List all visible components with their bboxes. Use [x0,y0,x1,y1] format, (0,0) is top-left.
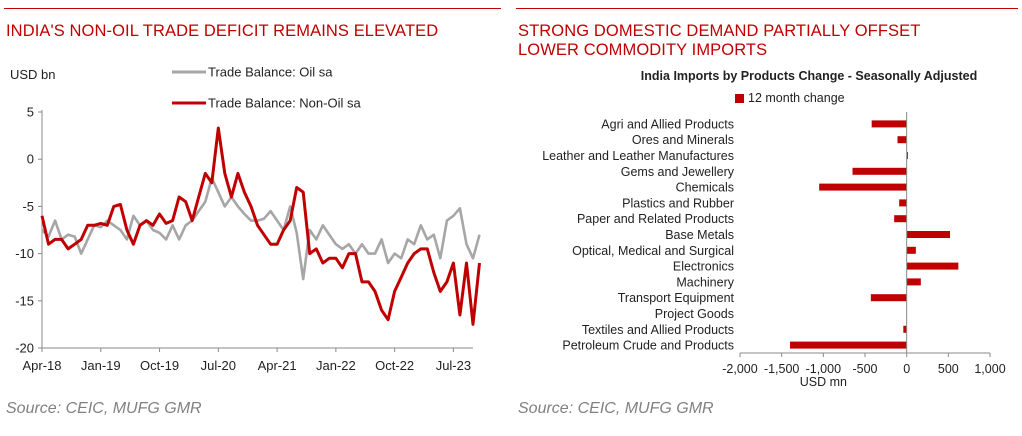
top-rule [4,8,501,9]
x-tick-label: -1,000 [806,362,841,376]
x-tick-label: -500 [852,362,877,376]
y-tick-label: -20 [15,341,34,356]
bar [899,199,907,207]
y-tick-label: -5 [22,199,34,214]
bar [790,341,907,349]
category-label: Agri and Allied Products [601,117,734,131]
imports-change-bar-chart: India Imports by Products Change - Seaso… [542,69,1005,389]
y-tick-label: 0 [27,152,34,167]
category-label: Transport Equipment [618,291,735,305]
bar [870,294,907,302]
y-axis-label: USD bn [10,67,56,82]
x-tick-label: -1,500 [764,362,799,376]
chart-title: India Imports by Products Change - Seaso… [641,69,977,83]
x-tick-label: 1,000 [974,362,1005,376]
bar [897,136,907,144]
category-label: Electronics [673,260,734,274]
x-tick-label: Apr-21 [258,358,297,373]
left-source-note: Source: CEIC, MUFG GMR [6,400,202,417]
bar [906,231,950,238]
x-tick-label: Jan-22 [316,358,356,373]
y-tick-label: -10 [15,246,34,261]
category-label: Ores and Minerals [632,133,734,147]
category-label: Textiles and Allied Products [582,323,734,337]
x-tick-label: Jan-19 [81,358,121,373]
category-label: Gems and Jewellery [621,165,735,179]
category-label: Petroleum Crude and Products [562,339,734,353]
bar [871,120,907,128]
series-line [41,176,481,281]
x-tick-label: 0 [903,362,910,376]
trade-balance-line-chart: USD bn 5 0 -5 -10 -15 -20 Apr-18 Jan-19 Oct-19 Jul… [10,65,481,373]
legend-label: Trade Balance: Oil sa [208,65,333,80]
right-panel-title-line1: STRONG DOMESTIC DEMAND PARTIALLY OFFSET [518,22,921,40]
category-label: Chemicals [676,181,734,195]
x-tick-label: Oct-19 [140,358,179,373]
category-label: Project Goods [655,307,734,321]
bar [906,278,921,286]
bar [819,183,907,191]
x-tick-label: Jul-23 [436,358,471,373]
x-tick-label: -2,000 [722,362,757,376]
category-label: Optical, Medical and Surgical [572,244,734,258]
bar [852,167,907,175]
category-label: Leather and Leather Manufactures [542,149,734,163]
category-label: Paper and Related Products [577,212,734,226]
series-line [40,126,481,326]
legend-label: Trade Balance: Non-Oil sa [208,96,361,111]
bar [903,325,907,333]
x-axis-label: USD mn [800,375,847,389]
x-tick-label: 500 [938,362,959,376]
legend-swatch [735,94,744,103]
top-rule [516,8,1018,9]
bar [894,215,907,223]
y-tick-label: -15 [15,293,34,308]
right-panel-title: STRONG DOMESTIC DEMAND PARTIALLY OFFSET … [518,22,1008,60]
y-tick-label: 5 [27,105,34,120]
x-tick-label: Apr-18 [22,358,61,373]
legend-label: 12 month change [748,91,845,105]
left-panel: INDIA'S NON-OIL TRADE DEFICIT REMAINS EL… [0,0,505,436]
category-label: Base Metals [665,228,734,242]
right-panel: STRONG DOMESTIC DEMAND PARTIALLY OFFSET … [512,0,1022,436]
category-label: Plastics and Rubber [622,196,734,210]
bar [906,246,916,254]
x-tick-label: Jul-20 [201,358,236,373]
bar [906,152,908,159]
left-panel-title: INDIA'S NON-OIL TRADE DEFICIT REMAINS EL… [6,22,439,40]
right-panel-title-line2: LOWER COMMODITY IMPORTS [518,41,768,59]
x-tick-label: Oct-22 [375,358,414,373]
category-label: Machinery [676,275,734,289]
bar [906,262,959,270]
right-source-note: Source: CEIC, MUFG GMR [518,400,714,417]
